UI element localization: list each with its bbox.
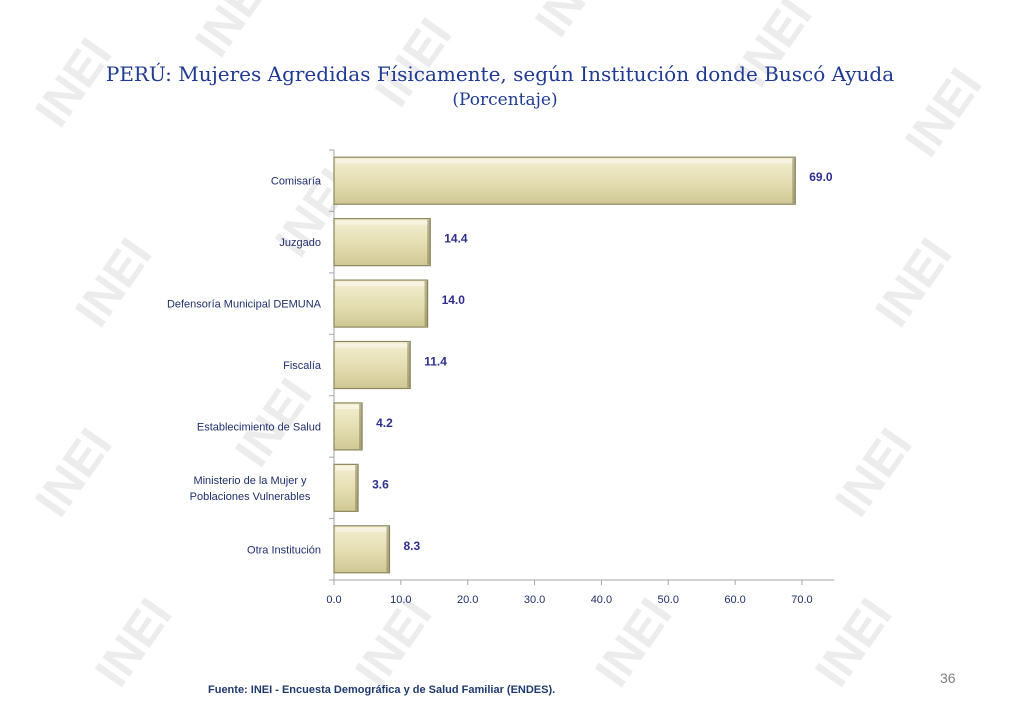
x-tick-label: 40.0 <box>591 594 612 606</box>
bar-shadow-edge <box>386 526 390 572</box>
bar-value-label: 8.3 <box>403 539 420 553</box>
category-label: Juzgado <box>279 237 321 249</box>
x-tick-label: 70.0 <box>791 594 812 606</box>
bar <box>333 156 796 205</box>
bar-value-label: 14.4 <box>444 232 468 246</box>
category-label: Ministerio de la Mujer y <box>193 475 307 487</box>
page-number: 36 <box>940 670 956 686</box>
x-tick-label: 20.0 <box>457 594 478 606</box>
chart-subtitle: (Porcentaje) <box>452 90 558 110</box>
bar-shadow-edge <box>424 281 428 327</box>
category-label: Establecimiento de Salud <box>197 421 321 433</box>
x-tick-label: 50.0 <box>658 594 679 606</box>
bar-highlight <box>336 282 426 287</box>
bar-highlight <box>336 159 794 164</box>
bar-shadow-edge <box>407 342 411 388</box>
bar <box>333 340 411 390</box>
bar-highlight <box>336 466 357 471</box>
category-label: Defensoría Municipal DEMUNA <box>167 299 322 311</box>
x-tick-label: 10.0 <box>390 594 411 606</box>
bar-value-label: 3.6 <box>372 477 389 491</box>
bar-value-label: 69.0 <box>809 170 833 184</box>
bar-value-label: 11.4 <box>424 355 447 369</box>
x-tick-label: 0.0 <box>326 594 341 606</box>
bar-highlight <box>336 220 429 225</box>
x-tick-label: 60.0 <box>724 594 745 606</box>
bar-shadow-edge <box>359 403 363 449</box>
x-tick-label: 30.0 <box>524 594 545 606</box>
bar-highlight <box>336 527 388 532</box>
category-label: Otra Institución <box>247 544 321 556</box>
category-label: Comisaría <box>271 176 322 188</box>
bar <box>333 402 363 451</box>
bar <box>333 463 359 512</box>
bar-shadow-edge <box>427 219 431 265</box>
category-label: Poblaciones Vulnerables <box>190 491 311 503</box>
bar-value-label: 14.0 <box>442 293 466 307</box>
chart-title: PERÚ: Mujeres Agredidas Físicamente, seg… <box>105 62 895 86</box>
bar-highlight <box>336 404 361 409</box>
bar-value-label: 4.2 <box>376 416 393 430</box>
bar <box>333 218 431 267</box>
category-label: Fiscalía <box>283 360 322 372</box>
bar <box>333 279 429 328</box>
source-note: Fuente: INEI - Encuesta Demográfica y de… <box>208 684 556 696</box>
bar-shadow-edge <box>792 158 796 204</box>
bar-highlight <box>336 343 409 348</box>
bar <box>333 525 391 574</box>
bar-shadow-edge <box>355 465 359 511</box>
